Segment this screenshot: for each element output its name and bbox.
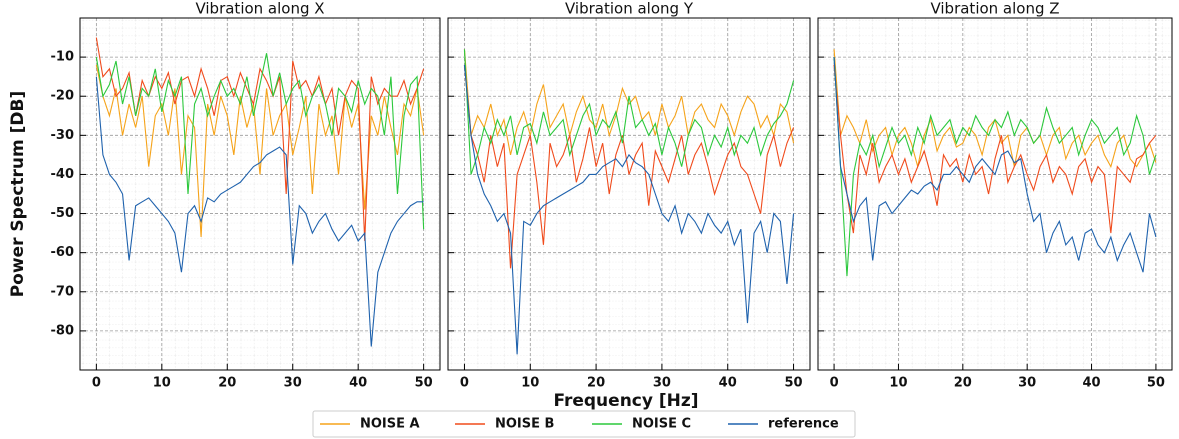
panel: Vibration along Y 0 10 20 30 40 50 (447, 0, 811, 391)
plot-frame (447, 17, 811, 371)
x-tick-label: 30 (1018, 376, 1036, 391)
x-tick-label: 40 (349, 376, 367, 391)
legend-label: NOISE C (632, 417, 691, 432)
panel-title: Vibration along Z (930, 0, 1059, 18)
x-tick-label: 50 (1147, 376, 1165, 391)
series-line (833, 64, 1157, 234)
x-axis-label: Frequency [Hz] (553, 391, 698, 411)
panel-title: Vibration along Y (565, 0, 694, 18)
plot-background (80, 18, 440, 370)
x-tick-label: 20 (587, 376, 605, 391)
y-tick-label: -10 (51, 50, 75, 65)
series-line (463, 64, 795, 269)
series-line (95, 64, 425, 238)
x-tick-label: 20 (218, 376, 236, 391)
x-tick-label: 30 (284, 376, 302, 391)
series-line (95, 37, 425, 241)
series-line (833, 57, 1157, 277)
y-tick-label: -60 (51, 245, 75, 260)
legend-box (312, 410, 856, 438)
y-tick-label: -80 (51, 323, 75, 338)
x-tick-label: 20 (954, 376, 972, 391)
x-tick-label: 10 (521, 376, 539, 391)
y-tick-label: -70 (51, 284, 75, 299)
y-tick-label: -50 (51, 206, 75, 221)
x-tick-label: 0 (830, 376, 839, 391)
plot-background (818, 18, 1172, 370)
x-tick-label: 0 (460, 376, 469, 391)
legend-label: reference (768, 417, 839, 432)
x-tick-label: 50 (415, 376, 433, 391)
series-line (463, 49, 795, 175)
y-tick-label: -40 (51, 167, 75, 182)
panel: Vibration along Z 0 10 20 30 40 50 (817, 0, 1173, 391)
y-tick-label: -30 (51, 128, 75, 143)
series-line (463, 64, 795, 355)
x-tick-label: 0 (92, 376, 101, 391)
plot-frame (79, 17, 441, 371)
x-tick-label: 40 (719, 376, 737, 391)
plot-frame (817, 17, 1173, 371)
legend-label: NOISE A (360, 417, 420, 432)
plot-background (448, 18, 810, 370)
x-tick-label: 40 (1082, 376, 1100, 391)
y-tick-label: -20 (51, 89, 75, 104)
legend: NOISE A NOISE B NOISE C reference (320, 417, 839, 432)
panel: Vibration along X 0 10 20 30 40 50 -80 -70 -60 -50… (51, 0, 441, 391)
legend-label: NOISE B (495, 417, 554, 432)
series-line (95, 76, 424, 347)
x-tick-label: 50 (784, 376, 802, 391)
x-tick-label: 30 (653, 376, 671, 391)
panel-title: Vibration along X (195, 0, 324, 18)
series-line (463, 49, 795, 156)
x-tick-label: 10 (153, 376, 171, 391)
y-axis-label: Power Spectrum [DB] (8, 91, 28, 298)
x-tick-label: 10 (889, 376, 907, 391)
series-line (95, 53, 425, 230)
series-line (833, 57, 1157, 273)
